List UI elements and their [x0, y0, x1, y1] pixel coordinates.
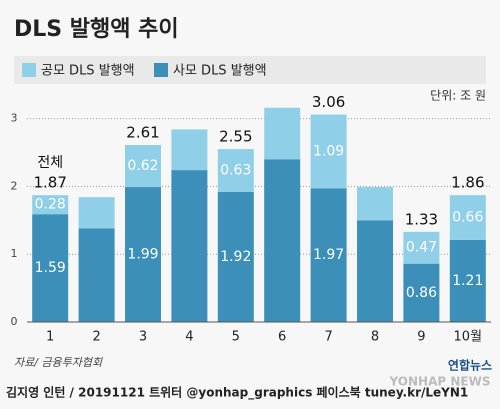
- bar-segment: [78, 197, 115, 229]
- total-label: 2.55: [219, 128, 252, 146]
- bar-segment: [449, 195, 486, 240]
- total-label: 2.61: [126, 124, 159, 142]
- total-label: 1.87: [33, 174, 66, 192]
- x-tick-label: 5: [232, 330, 240, 345]
- value-label: 1.99: [127, 247, 158, 263]
- x-tick-label: 10월: [454, 330, 483, 345]
- value-label: 1.21: [452, 273, 483, 289]
- x-tick-label: 9: [417, 330, 425, 345]
- y-tick-label: 1: [11, 247, 18, 260]
- total-label: 1.86: [451, 174, 484, 192]
- y-tick-label: 3: [11, 112, 18, 125]
- x-tick-label: 3: [139, 330, 147, 345]
- bar-segment: [403, 263, 440, 322]
- bar-segment: [78, 228, 115, 322]
- bar-segment: [310, 114, 347, 189]
- bar-segment: [171, 170, 208, 322]
- value-label: 0.28: [35, 197, 66, 213]
- logo-en: YONHAP NEWS: [389, 375, 491, 389]
- value-label: 0.66: [452, 210, 483, 226]
- value-label: 0.62: [127, 158, 158, 174]
- x-tick-label: 4: [185, 330, 193, 345]
- x-tick-label: 6: [278, 330, 286, 345]
- bar-segment: [125, 145, 161, 188]
- bar-segment: [125, 187, 161, 322]
- bar-segment: [449, 239, 486, 322]
- value-label: 0.47: [406, 240, 437, 256]
- value-label: 1.59: [35, 260, 66, 276]
- value-label: 0.63: [220, 162, 251, 178]
- bar-segment: [217, 149, 254, 192]
- x-tick-label: 2: [92, 330, 100, 345]
- bar-segment: [32, 214, 69, 322]
- legend-strip: [14, 56, 486, 84]
- x-tick-label: 1: [46, 330, 54, 345]
- bar-segment: [171, 129, 208, 171]
- logo: 연합뉴스: [448, 358, 492, 373]
- value-label: 1.92: [220, 249, 251, 265]
- chart-title: DLS 발행액 추이: [14, 17, 179, 42]
- total-label: 3.06: [312, 93, 345, 111]
- bar-segment: [32, 195, 69, 215]
- value-label: 1.09: [313, 143, 344, 159]
- bar-segment: [264, 159, 301, 322]
- value-label: 0.86: [406, 285, 437, 301]
- value-label: 1.97: [313, 247, 344, 263]
- source: 자료/ 금융투자협회: [14, 356, 103, 369]
- y-tick-label: 0: [11, 315, 18, 328]
- bar-segment: [357, 187, 393, 221]
- total-label: 1.33: [405, 210, 438, 228]
- bar-segment: [310, 188, 347, 322]
- legend-label: 사모 DLS 발행액: [173, 63, 267, 79]
- legend-swatch: [22, 63, 36, 77]
- bar-segment: [403, 231, 440, 264]
- x-tick-label: 7: [324, 330, 332, 345]
- y-tick-label: 2: [11, 179, 18, 192]
- bar-segment: [264, 107, 301, 160]
- bar-segment: [357, 220, 393, 322]
- x-tick-label: 8: [371, 330, 379, 345]
- credit: 김지영 인턴 / 20191121 트위터 @yonhap_graphics 페…: [6, 385, 468, 401]
- annotation: 전체: [37, 155, 63, 171]
- bar-segment: [217, 191, 254, 322]
- legend-swatch: [154, 63, 168, 77]
- unit-label: 단위: 조 원: [430, 89, 486, 103]
- legend-label: 공모 DLS 발행액: [41, 63, 135, 79]
